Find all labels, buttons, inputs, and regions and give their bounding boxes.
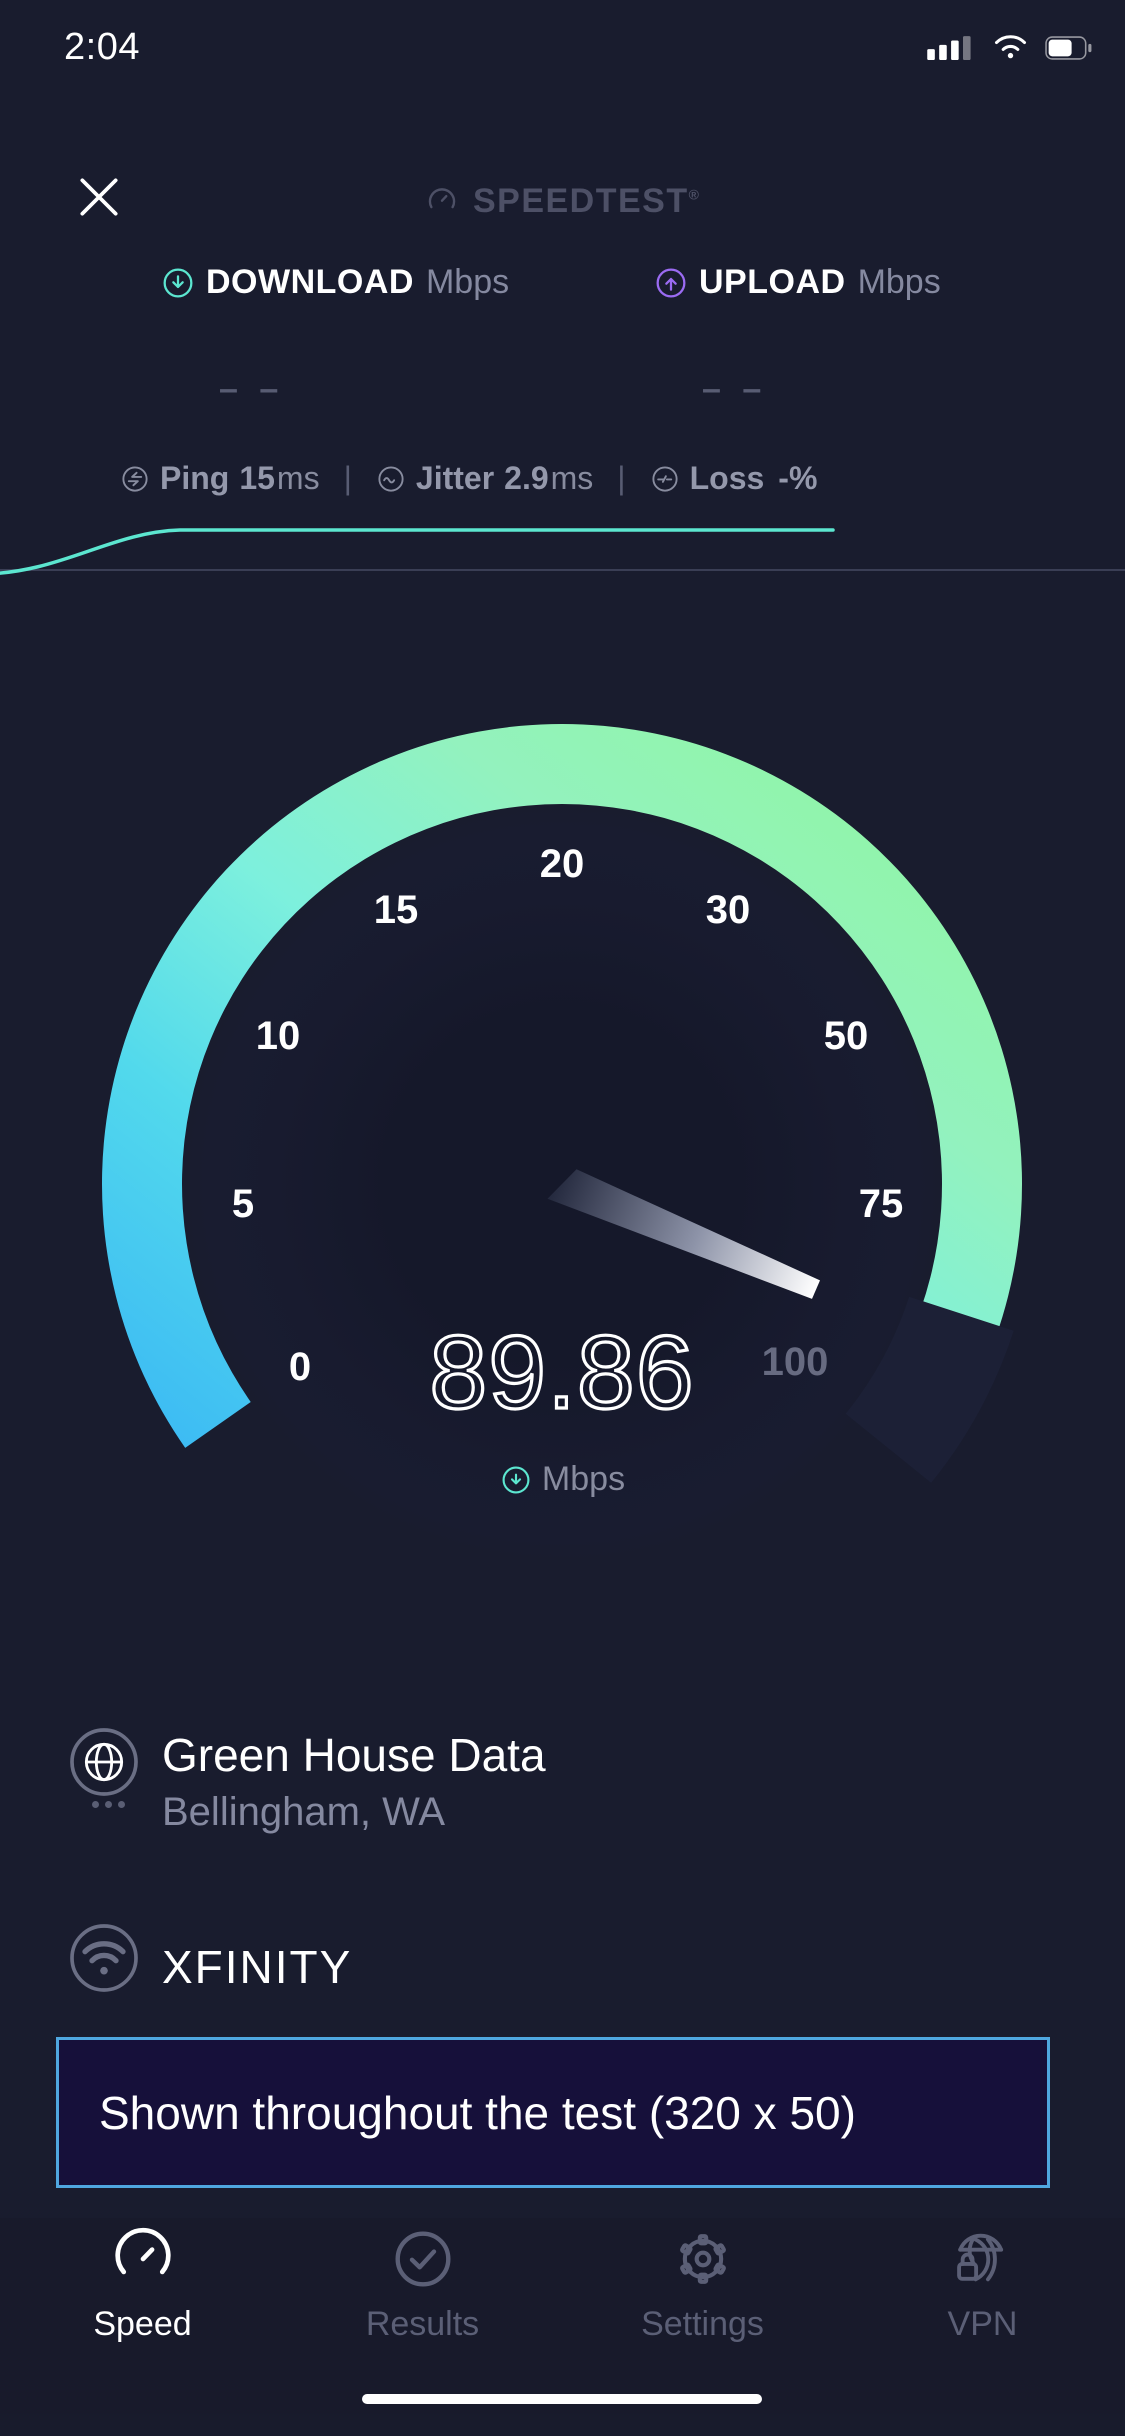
svg-text:100: 100 bbox=[762, 1340, 829, 1384]
svg-text:5: 5 bbox=[232, 1182, 254, 1226]
svg-text:89.86: 89.86 bbox=[429, 1315, 694, 1431]
svg-text:0: 0 bbox=[289, 1345, 311, 1389]
svg-text:10: 10 bbox=[256, 1014, 301, 1058]
svg-text:75: 75 bbox=[859, 1182, 904, 1226]
svg-text:50: 50 bbox=[824, 1014, 869, 1058]
svg-text:20: 20 bbox=[540, 842, 585, 886]
svg-text:15: 15 bbox=[374, 888, 419, 932]
svg-text:30: 30 bbox=[706, 888, 751, 932]
